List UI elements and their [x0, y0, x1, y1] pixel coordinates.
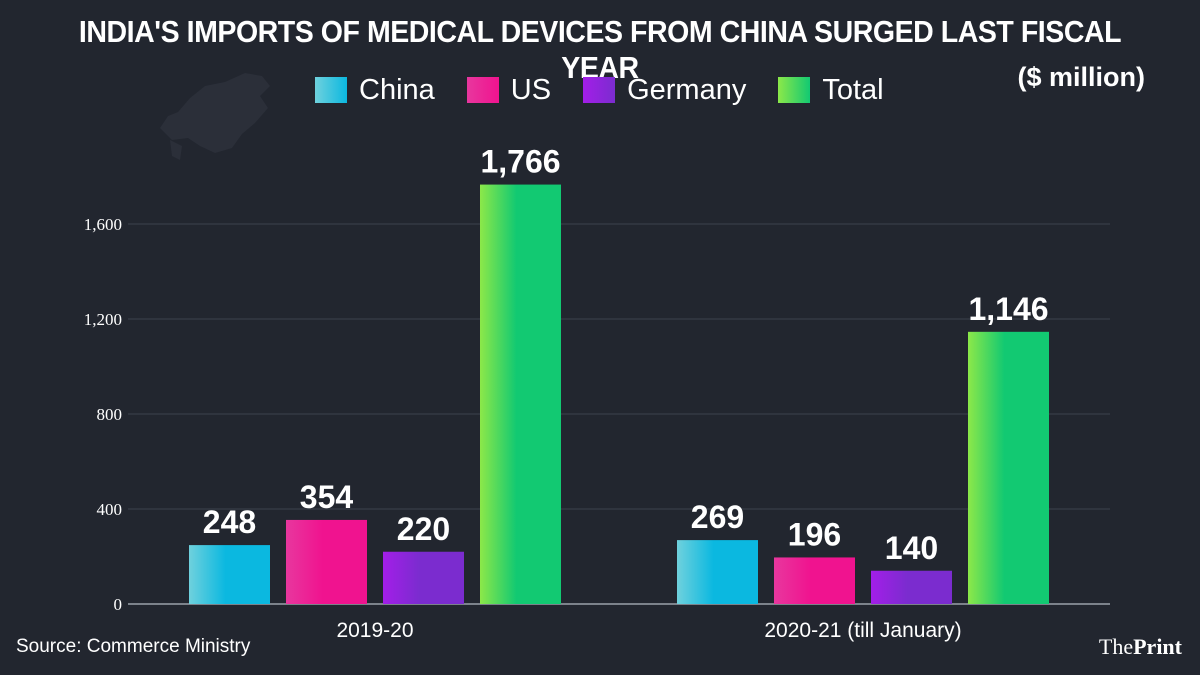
data-label: 140: [885, 530, 938, 566]
x-category-label: 2019-20: [336, 619, 413, 642]
legend-item-china: China: [315, 74, 435, 107]
bar-china-0: [189, 545, 270, 604]
legend-label-germany: Germany: [627, 73, 747, 106]
data-label: 196: [788, 516, 841, 552]
legend: China US Germany Total: [315, 70, 916, 110]
legend-label-total: Total: [822, 73, 884, 106]
logo-bold: Print: [1133, 634, 1182, 659]
y-tick-label: 800: [97, 405, 123, 424]
bar-germany-1: [871, 570, 952, 604]
data-label: 248: [203, 504, 256, 540]
y-tick-label: 1,600: [84, 215, 122, 234]
data-label: 220: [397, 511, 450, 547]
bar-total-0: [480, 184, 561, 604]
legend-label-us: US: [510, 73, 552, 106]
data-label: 269: [691, 499, 744, 535]
source-note: Source: Commerce Ministry: [16, 636, 251, 657]
logo-prefix: The: [1098, 634, 1134, 659]
legend-item-germany: Germany: [583, 74, 746, 107]
y-tick-label: 1,200: [84, 310, 122, 329]
legend-label-china: China: [359, 73, 435, 106]
bar-germany-0: [383, 551, 464, 604]
bar-us-1: [774, 557, 855, 604]
china-map-icon: [160, 73, 270, 160]
data-label: 1,766: [480, 144, 560, 180]
y-tick-label: 0: [114, 595, 123, 614]
legend-swatch-germany: [583, 77, 616, 103]
y-tick-label: 400: [97, 500, 123, 519]
bar-us-0: [286, 519, 367, 604]
legend-swatch-china: [315, 77, 347, 103]
bar-china-1: [677, 540, 758, 604]
data-label: 1,146: [968, 291, 1048, 327]
legend-item-us: US: [466, 73, 552, 107]
x-category-label: 2020-21 (till January): [764, 619, 961, 642]
legend-item-total: Total: [778, 73, 884, 107]
publisher-logo: ThePrint: [1099, 634, 1182, 660]
chart-title: INDIA'S IMPORTS OF MEDICAL DEVICES FROM …: [78, 14, 1122, 85]
unit-label: ($ million): [1017, 62, 1146, 92]
data-label: 354: [300, 479, 354, 515]
legend-swatch-total: [778, 77, 811, 103]
bar-total-1: [968, 331, 1049, 604]
legend-swatch-us: [466, 77, 499, 103]
